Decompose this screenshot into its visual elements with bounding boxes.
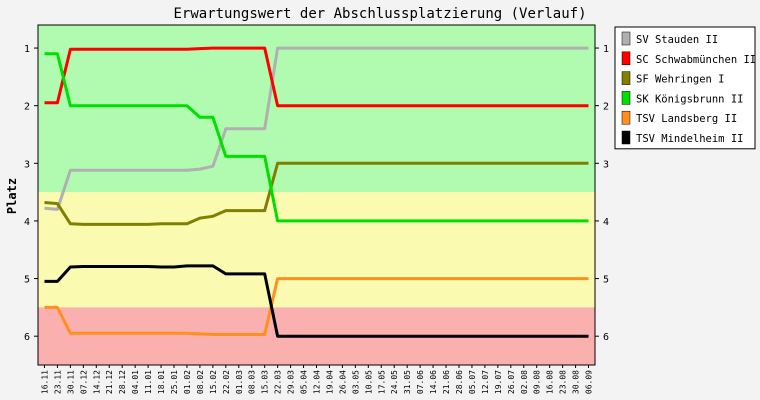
zone-bands [38, 25, 595, 365]
series-line-6 [44, 264, 589, 338]
x-tick-label: 31.05 [403, 370, 412, 394]
x-tick-label: 10.05 [364, 370, 373, 394]
x-tick-label: 14.06 [429, 370, 438, 394]
x-tick-label: 30.08 [572, 370, 581, 394]
x-tick-label: 29.03 [287, 370, 296, 394]
x-tick-label: 04.01 [131, 370, 140, 394]
x-tick-label: 16.08 [546, 370, 555, 394]
x-tick-label: 11.01 [144, 370, 153, 394]
x-tick-label: 26.04 [338, 370, 347, 394]
y-tick-label-right: 5 [603, 275, 609, 286]
legend-label: TSV Mindelheim II [636, 133, 743, 145]
legend-label: SV Stauden II [636, 34, 718, 46]
x-tick-label: 02.08 [520, 370, 529, 394]
x-tick-label: 12.07 [481, 370, 490, 394]
x-tick-label: 06.09 [585, 370, 594, 394]
y-ticks-right: 1 2 3 4 5 6 [595, 44, 609, 343]
legend-swatch [621, 31, 631, 46]
x-tick-label: 14.12 [92, 370, 101, 394]
x-tick-label: 25.01 [170, 370, 179, 394]
x-tick-label: 28.06 [455, 370, 464, 394]
legend-label: TSV Landsberg II [636, 113, 737, 125]
x-tick-label: 18.01 [157, 370, 166, 394]
y-ticks-left: 1 2 3 4 5 6 [24, 44, 38, 343]
x-tick-label: 30.11 [66, 370, 75, 394]
x-tick-label: 22.02 [222, 370, 231, 394]
legend-label: SC Schwabmünchen II [636, 54, 756, 66]
y-tick-label-left: 6 [24, 332, 30, 343]
legend-box [614, 26, 756, 150]
series-line-1 [44, 46, 589, 211]
series-line-4 [44, 52, 589, 223]
y-tick-label-left: 2 [24, 102, 30, 113]
x-tick-label: 26.07 [507, 370, 516, 394]
x-tick-label: 07.12 [79, 370, 88, 394]
x-tick-label: 19.04 [326, 370, 335, 394]
legend-swatch [621, 130, 631, 145]
series-line-2 [44, 46, 589, 108]
x-tick-label: 08.02 [196, 370, 205, 394]
chart-title: Erwartungswert der Abschlussplatzierung … [173, 6, 586, 22]
x-tick-label: 07.06 [416, 370, 425, 394]
x-tick-label: 21.12 [105, 370, 114, 394]
legend-swatch [621, 51, 631, 66]
legend-label: SK Königsbrunn II [636, 93, 743, 105]
x-tick-label: 08.03 [248, 370, 257, 394]
x-tick-label: 23.11 [53, 370, 62, 394]
x-tick-label: 01.02 [183, 370, 192, 394]
x-tick-label: 03.05 [351, 370, 360, 394]
x-ticks: 16.11 23.11 30.11 07.12 14.12 21.12 28.12 04.01… [41, 365, 594, 394]
x-tick-label: 28.12 [118, 370, 127, 394]
x-tick-label: 16.11 [41, 370, 50, 394]
y-tick-label-right: 1 [603, 44, 609, 55]
x-tick-label: 17.05 [377, 370, 386, 394]
y-tick-label-left: 1 [24, 44, 30, 55]
legend-label: SF Wehringen I [636, 74, 725, 86]
x-tick-label: 23.08 [559, 370, 568, 394]
legend-swatch [621, 91, 631, 105]
y-tick-label-left: 5 [24, 275, 30, 286]
x-tick-label: 05.04 [300, 370, 309, 394]
legend: SV Stauden II SC Schwabmünchen II SF Wehri… [614, 26, 756, 150]
y-tick-label-right: 6 [603, 332, 609, 343]
x-tick-label: 05.07 [468, 370, 477, 394]
x-tick-label: 22.03 [274, 370, 283, 394]
y-tick-label-left: 4 [24, 217, 30, 228]
x-tick-label: 21.06 [442, 370, 451, 394]
y-tick-label-right: 2 [603, 102, 609, 113]
x-tick-label: 15.02 [209, 370, 218, 394]
x-tick-label: 01.03 [235, 370, 244, 394]
x-tick-label: 09.08 [533, 370, 542, 394]
series-layer [44, 46, 589, 338]
x-tick-label: 24.05 [390, 370, 399, 394]
series-line-5 [44, 277, 589, 336]
x-tick-label: 15.03 [261, 370, 270, 394]
legend-swatch [621, 110, 631, 125]
zone-band-2 [38, 192, 595, 308]
x-tick-label: 12.04 [313, 370, 322, 394]
y-tick-label-right: 3 [603, 159, 609, 170]
y-tick-label-left: 3 [24, 159, 30, 170]
x-tick-label: 19.07 [494, 370, 503, 394]
series-line-3 [44, 161, 589, 226]
legend-swatch [621, 71, 631, 85]
y-tick-label-right: 4 [603, 217, 609, 228]
y-axis-label: Platz [5, 178, 19, 214]
